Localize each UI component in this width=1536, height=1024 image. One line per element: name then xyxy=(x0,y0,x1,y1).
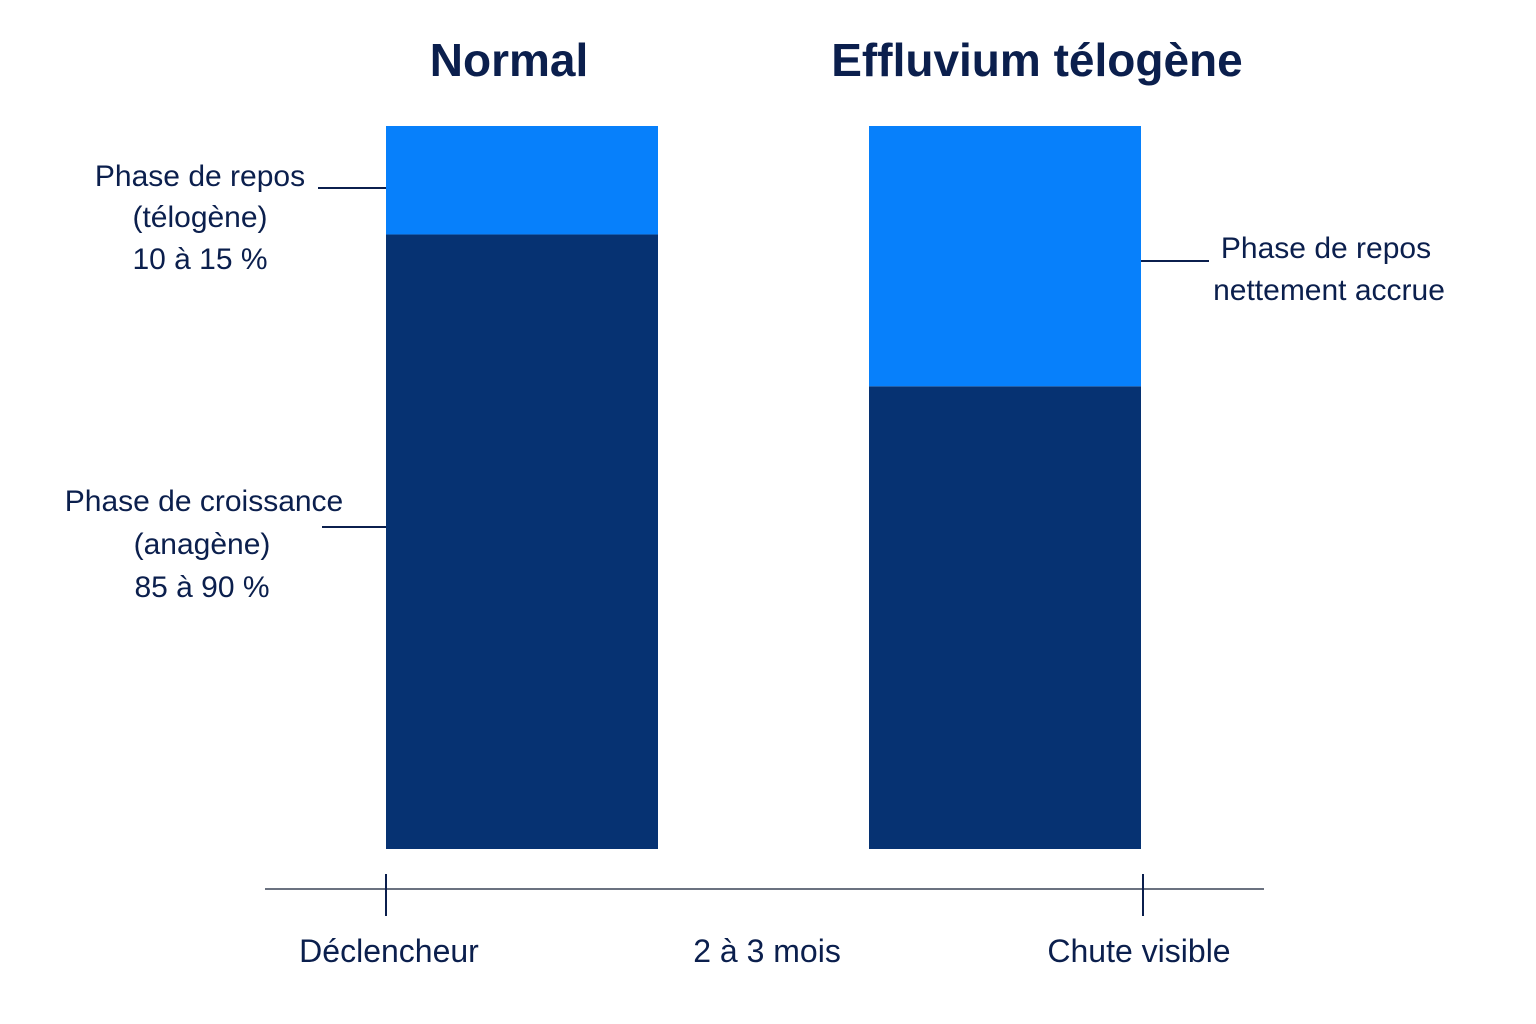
annotation-effluvium-telogen-line1: Phase de repos xyxy=(1221,232,1431,265)
timeline-label-end: Chute visible xyxy=(1047,933,1230,969)
annotation-normal-anagen-line3: 85 à 90 % xyxy=(134,571,269,604)
bar-effluvium-anagen xyxy=(869,386,1141,849)
annotation-effluvium-telogen-line2: nettement accrue xyxy=(1213,274,1445,307)
bar-normal-telogen xyxy=(386,126,658,235)
bar-effluvium-telogen xyxy=(869,126,1141,387)
bars-group xyxy=(386,126,1141,849)
annotation-normal-telogen-line1: Phase de repos xyxy=(95,160,305,193)
annotation-normal-anagen-line2: (anagène) xyxy=(134,528,271,561)
annotation-normal-telogen-line2: (télogène) xyxy=(132,201,267,234)
annotation-normal-anagen-line1: Phase de croissance xyxy=(65,485,344,518)
timeline-label-middle: 2 à 3 mois xyxy=(693,933,841,969)
annotation-normal-telogen-line3: 10 à 15 % xyxy=(132,243,267,276)
timeline-label-start: Déclencheur xyxy=(299,933,479,969)
category-title-effluvium: Effluvium télogène xyxy=(831,34,1242,86)
bar-normal-anagen xyxy=(386,234,658,849)
category-title-normal: Normal xyxy=(430,34,588,86)
